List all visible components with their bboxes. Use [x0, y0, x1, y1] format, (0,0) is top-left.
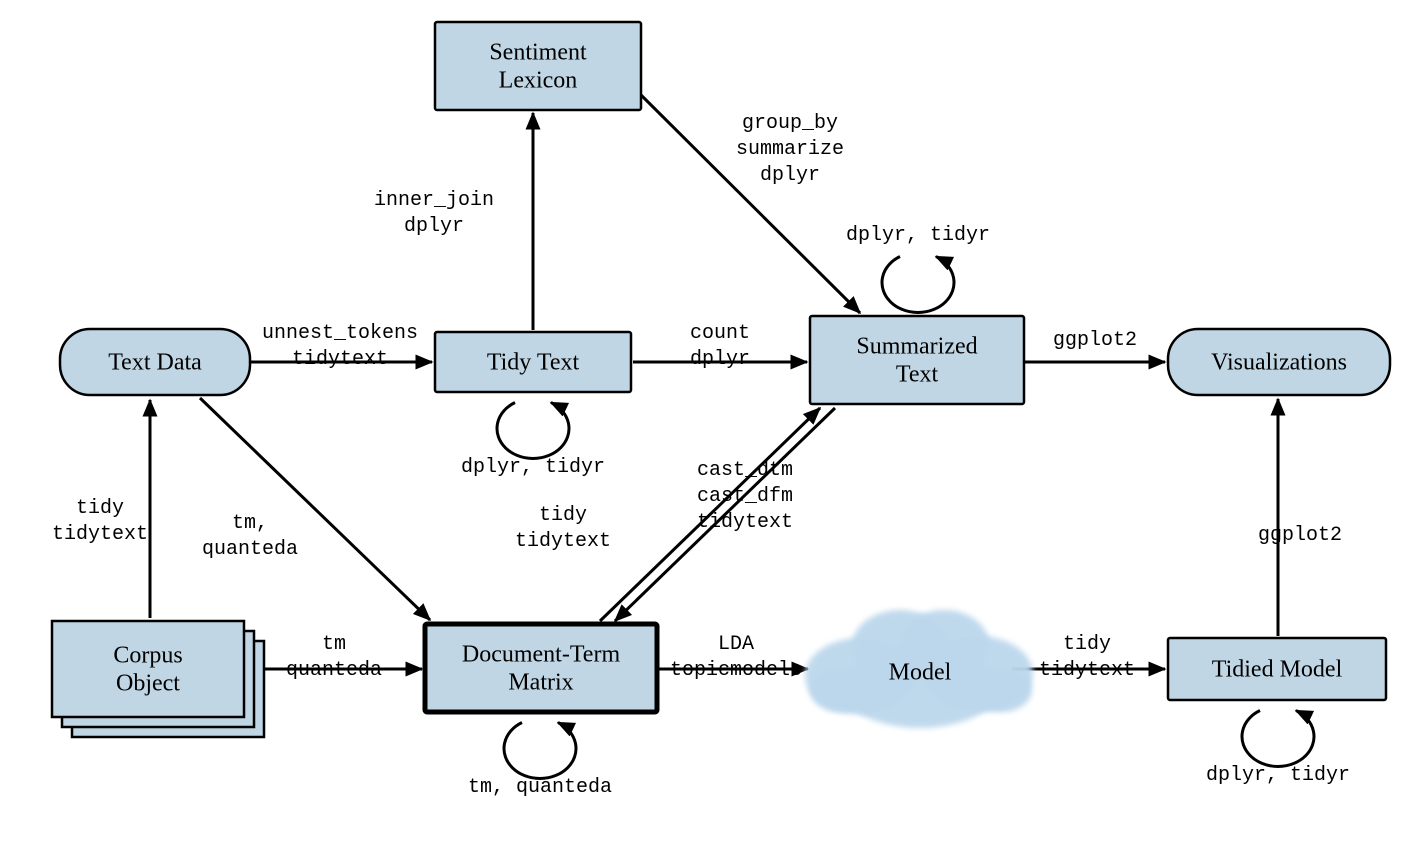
edge-label: inner_join: [374, 189, 494, 212]
edge-label: tidytext: [52, 523, 148, 546]
self-loop-tidytext_loop: [497, 403, 569, 459]
edge-label: tidytext: [515, 530, 611, 553]
self-loop-label: dplyr, tidyr: [1206, 764, 1350, 787]
edge-label: dplyr: [690, 348, 750, 371]
edge-label: topicmodels: [670, 659, 802, 682]
node-label: Object: [116, 671, 180, 697]
node-label: Tidied Model: [1212, 657, 1343, 683]
self-loop-label: tm, quanteda: [468, 776, 612, 799]
edge-label: tidy: [76, 497, 124, 520]
node-label: Tidy Text: [487, 350, 580, 376]
edge-label: tm,: [232, 512, 268, 535]
node-label: Visualizations: [1211, 350, 1347, 376]
edge-label: cast_dtm: [697, 459, 793, 482]
edge-label: cast_dfm: [697, 485, 793, 508]
edge-label: tidy: [1063, 633, 1111, 656]
edge-label: unnest_tokens: [262, 322, 418, 345]
edge-label: tidytext: [292, 348, 388, 371]
self-loop-tidied_loop: [1242, 711, 1314, 767]
edge-label: tidytext: [1039, 659, 1135, 682]
self-loop-label: dplyr, tidyr: [461, 456, 605, 479]
node-label: Text Data: [108, 350, 202, 376]
self-loop-summarized_loop: [882, 257, 954, 313]
edge-label: group_by: [742, 112, 838, 135]
node-label: Document-Term: [462, 642, 621, 668]
node-label: Corpus: [113, 643, 182, 669]
node-label: Text: [896, 362, 939, 388]
edge-label: ggplot2: [1258, 524, 1342, 547]
edge-label: dplyr: [760, 164, 820, 187]
node-dtm: [425, 624, 657, 712]
edge-label: LDA: [718, 633, 754, 656]
node-label: Lexicon: [499, 68, 578, 94]
edge-label: count: [690, 322, 750, 345]
node-label: Summarized: [856, 334, 977, 360]
edge-label: summarize: [736, 138, 844, 161]
edge-label: quanteda: [202, 538, 298, 561]
node-sentiment: [435, 22, 641, 110]
node-label: Model: [889, 660, 952, 686]
text-mining-flowchart: tidy tidytext unnest_tokens tidytext inner_j…: [0, 0, 1425, 848]
self-loop-dtm_loop: [504, 723, 576, 779]
edge-label: ggplot2: [1053, 329, 1137, 352]
node-summarized: [810, 316, 1024, 404]
edge-label: tm: [322, 633, 346, 656]
self-loop-label: dplyr, tidyr: [846, 224, 990, 247]
edge-label: tidytext: [697, 511, 793, 534]
edge-label: quanteda: [286, 659, 382, 682]
node-corpus: [52, 621, 244, 717]
nodes-layer: Text Data CorpusObject SentimentLexicon Tid…: [52, 22, 1390, 737]
node-label: Matrix: [508, 670, 573, 696]
edge-label: tidy: [539, 504, 587, 527]
edge-label: dplyr: [404, 215, 464, 238]
edge-textdata_to_dtm: [200, 398, 430, 620]
node-label: Sentiment: [489, 40, 587, 66]
